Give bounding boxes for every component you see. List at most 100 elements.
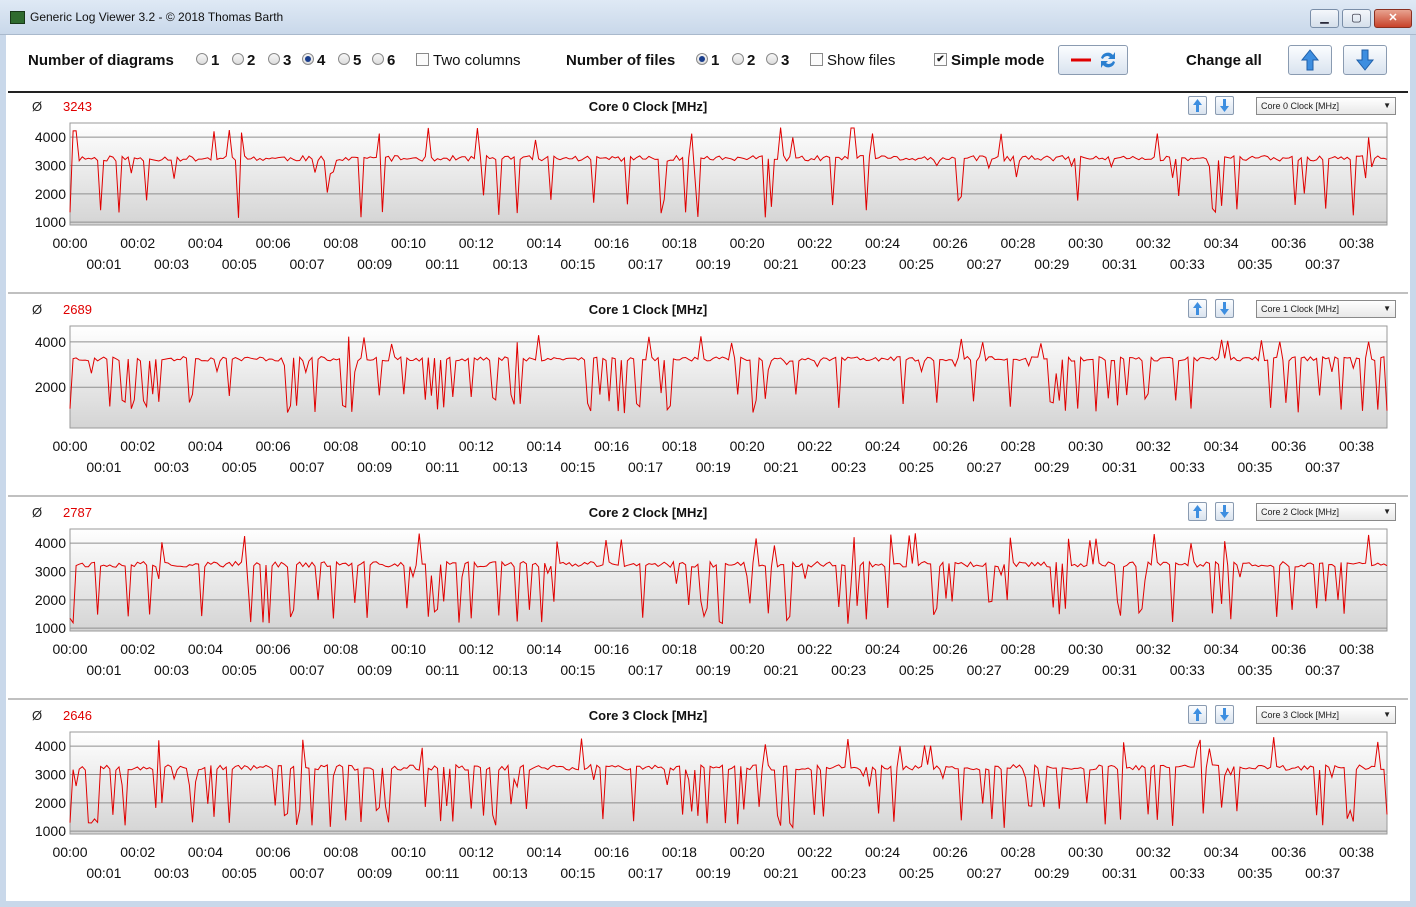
- move-up-button[interactable]: [1188, 96, 1207, 115]
- x-tick-label: 00:34: [1204, 844, 1239, 860]
- x-tick-label: 00:11: [425, 865, 459, 881]
- x-tick-label: 00:25: [899, 256, 934, 272]
- file-radio-2[interactable]: 2: [732, 35, 755, 87]
- x-tick-label: 00:17: [628, 865, 663, 881]
- y-tick-label: 2000: [35, 795, 66, 811]
- x-tick-label: 00:26: [933, 438, 968, 454]
- close-button[interactable]: ✕: [1374, 9, 1412, 28]
- move-up-button[interactable]: [1188, 705, 1207, 724]
- diagram-title: Core 2 Clock [MHz]: [588, 505, 708, 520]
- x-tick-label: 00:00: [52, 235, 87, 251]
- maximize-button[interactable]: ▢: [1342, 9, 1371, 28]
- radio-icon: [766, 53, 778, 66]
- arrow-up-icon: [1193, 99, 1202, 112]
- y-tick-label: 1000: [35, 214, 66, 230]
- num-files-label: Number of files: [566, 52, 676, 69]
- average-value: 2787: [63, 505, 92, 520]
- x-tick-label: 00:10: [391, 438, 426, 454]
- move-down-button[interactable]: [1215, 299, 1234, 318]
- x-tick-label: 00:38: [1339, 641, 1374, 657]
- x-tick-label: 00:35: [1237, 865, 1272, 881]
- panel-splitter[interactable]: [8, 493, 1408, 497]
- x-tick-label: 00:33: [1170, 662, 1205, 678]
- average-symbol: Ø: [32, 99, 43, 114]
- x-tick-label: 00:02: [120, 844, 155, 860]
- x-tick-label: 00:31: [1102, 256, 1137, 272]
- line-style-button[interactable]: [1058, 45, 1128, 75]
- x-tick-label: 00:19: [696, 459, 731, 475]
- x-tick-label: 00:26: [933, 844, 968, 860]
- move-down-button[interactable]: [1215, 705, 1234, 724]
- x-tick-label: 00:13: [493, 459, 528, 475]
- num-diagrams-label: Number of diagrams: [28, 52, 174, 69]
- x-tick-label: 00:14: [526, 844, 561, 860]
- x-tick-label: 00:37: [1305, 459, 1340, 475]
- x-tick-label: 00:33: [1170, 459, 1205, 475]
- x-tick-label: 00:18: [662, 438, 697, 454]
- dropdown-arrow-icon: ▼: [1383, 101, 1391, 110]
- chart-2[interactable]: 4000 3000 2000 1000 00:00 00:02 00:04 00:06 00:0…: [8, 526, 1408, 696]
- move-down-button[interactable]: [1215, 96, 1234, 115]
- simple-mode-checkbox[interactable]: ✔ Simple mode: [934, 35, 1044, 87]
- channel-select[interactable]: Core 0 Clock [MHz] ▼: [1256, 97, 1396, 115]
- series-line: [69, 127, 1388, 218]
- average-symbol: Ø: [32, 302, 43, 317]
- move-up-button[interactable]: [1188, 502, 1207, 521]
- x-tick-label: 00:01: [86, 865, 121, 881]
- show-files-checkbox[interactable]: Show files: [810, 35, 895, 87]
- x-tick-label: 00:13: [493, 662, 528, 678]
- diagram-radio-4[interactable]: 4: [302, 35, 325, 87]
- x-tick-label: 00:05: [222, 256, 257, 272]
- minimize-button[interactable]: ▁: [1310, 9, 1339, 28]
- x-tick-label: 00:30: [1068, 235, 1103, 251]
- channel-select[interactable]: Core 2 Clock [MHz] ▼: [1256, 503, 1396, 521]
- x-tick-label: 00:00: [52, 438, 87, 454]
- x-tick-label: 00:06: [256, 438, 291, 454]
- file-radio-3[interactable]: 3: [766, 35, 789, 87]
- x-tick-label: 00:09: [357, 662, 392, 678]
- diagram-radio-6[interactable]: 6: [372, 35, 395, 87]
- x-tick-label: 00:35: [1237, 459, 1272, 475]
- move-up-button[interactable]: [1188, 299, 1207, 318]
- x-tick-label: 00:29: [1034, 459, 1069, 475]
- x-tick-label: 00:23: [831, 865, 866, 881]
- diagram-radio-3[interactable]: 3: [268, 35, 291, 87]
- two-columns-checkbox[interactable]: Two columns: [416, 35, 521, 87]
- channel-select[interactable]: Core 1 Clock [MHz] ▼: [1256, 300, 1396, 318]
- move-up-all-button[interactable]: [1288, 45, 1332, 75]
- x-tick-label: 00:21: [763, 256, 798, 272]
- x-tick-label: 00:13: [493, 256, 528, 272]
- average-symbol: Ø: [32, 505, 43, 520]
- x-tick-label: 00:30: [1068, 844, 1103, 860]
- x-tick-label: 00:06: [256, 641, 291, 657]
- diagram-radio-5[interactable]: 5: [338, 35, 361, 87]
- diagram-radio-1[interactable]: 1: [196, 35, 219, 87]
- x-tick-label: 00:36: [1271, 844, 1306, 860]
- x-tick-label: 00:08: [323, 641, 358, 657]
- x-tick-label: 00:33: [1170, 865, 1205, 881]
- x-tick-label: 00:07: [289, 256, 324, 272]
- x-tick-label: 00:06: [256, 235, 291, 251]
- x-tick-label: 00:23: [831, 662, 866, 678]
- x-tick-label: 00:19: [696, 256, 731, 272]
- panel-splitter[interactable]: [8, 290, 1408, 294]
- channel-select[interactable]: Core 3 Clock [MHz] ▼: [1256, 706, 1396, 724]
- diagram-radio-2[interactable]: 2: [232, 35, 255, 87]
- move-down-all-button[interactable]: [1343, 45, 1387, 75]
- x-tick-label: 00:31: [1102, 662, 1137, 678]
- x-tick-label: 00:31: [1102, 459, 1137, 475]
- y-tick-label: 4000: [35, 334, 66, 350]
- x-tick-label: 00:25: [899, 865, 934, 881]
- x-tick-label: 00:34: [1204, 641, 1239, 657]
- file-radio-1[interactable]: 1: [696, 35, 719, 87]
- chart-0[interactable]: 4000 3000 2000 1000 00:00 00:02 00:04 00:06 00:0…: [8, 120, 1408, 290]
- x-tick-label: 00:36: [1271, 235, 1306, 251]
- chart-3[interactable]: 4000 3000 2000 1000 00:00 00:02 00:04 00:06 00:0…: [8, 729, 1408, 899]
- chart-1[interactable]: 4000 2000 00:00 00:02 00:04 00:06 00:08 00:10 00…: [8, 323, 1408, 493]
- arrow-down-icon: [1220, 505, 1229, 518]
- move-down-button[interactable]: [1215, 502, 1234, 521]
- x-tick-label: 00:28: [1000, 235, 1035, 251]
- x-tick-label: 00:12: [459, 641, 494, 657]
- panel-splitter[interactable]: [8, 696, 1408, 700]
- x-tick-label: 00:20: [730, 438, 765, 454]
